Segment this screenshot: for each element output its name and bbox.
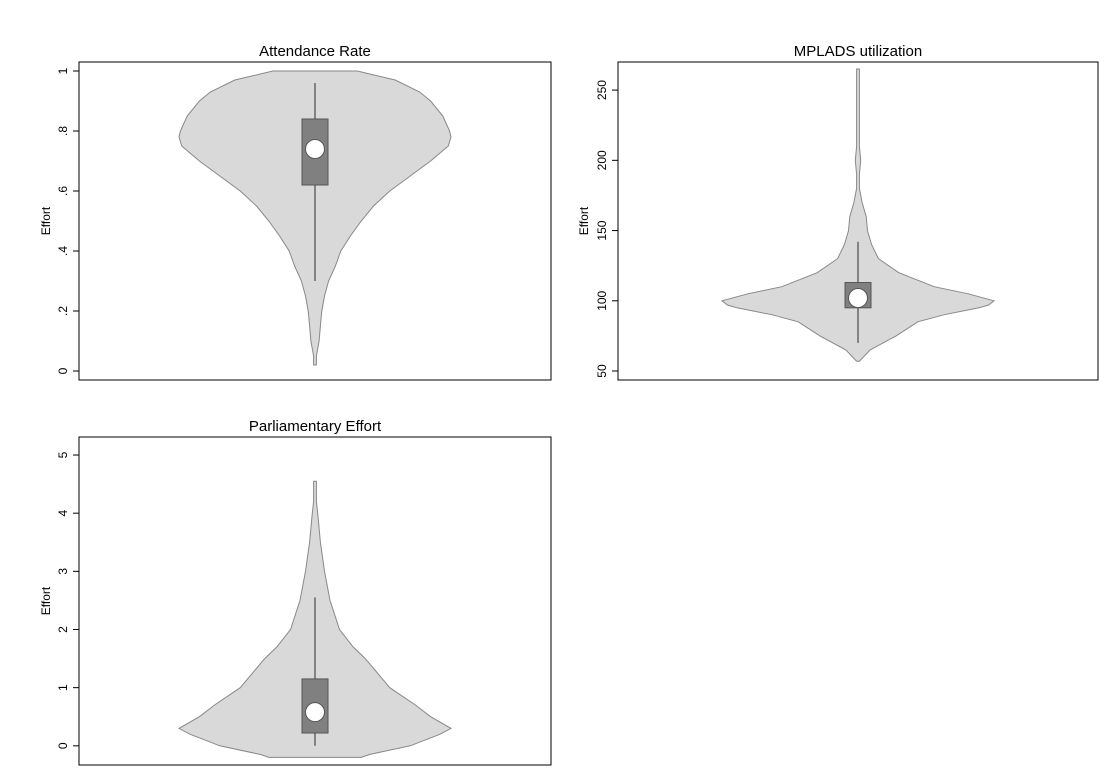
median: [848, 287, 868, 308]
y-tick-label: 150: [595, 220, 609, 240]
y-axis-label: Effort: [39, 206, 53, 235]
y-axis-label: Effort: [39, 586, 53, 615]
y-tick-label: 5: [56, 451, 70, 458]
y-tick-label: 3: [56, 568, 70, 575]
y-tick-label: .2: [56, 306, 70, 316]
median: [305, 139, 325, 159]
y-tick-label: 1: [56, 67, 70, 74]
y-tick-label: 250: [595, 80, 609, 100]
median: [305, 702, 325, 723]
y-tick-label: .6: [56, 186, 70, 196]
chart-title: Attendance Rate: [259, 43, 371, 60]
y-tick-label: .8: [56, 126, 70, 136]
plot-frame: [617, 61, 1099, 381]
y-axis-label: Effort: [577, 206, 591, 235]
chart-title: Parliamentary Effort: [249, 418, 382, 435]
y-tick-label: 4: [56, 510, 70, 517]
y-tick-label: 200: [595, 150, 609, 170]
plot-frame: [78, 61, 552, 381]
y-tick-label: 100: [595, 290, 609, 310]
y-tick-label: 0: [56, 742, 70, 749]
violin: [720, 68, 996, 362]
chart-title: MPLADS utilization: [794, 43, 922, 60]
y-tick-label: 0: [56, 367, 70, 374]
y-tick-label: 2: [56, 626, 70, 633]
plot-frame: [78, 436, 552, 766]
y-tick-label: 50: [595, 364, 609, 378]
y-tick-label: 1: [56, 684, 70, 691]
y-tick-label: .4: [56, 246, 70, 256]
